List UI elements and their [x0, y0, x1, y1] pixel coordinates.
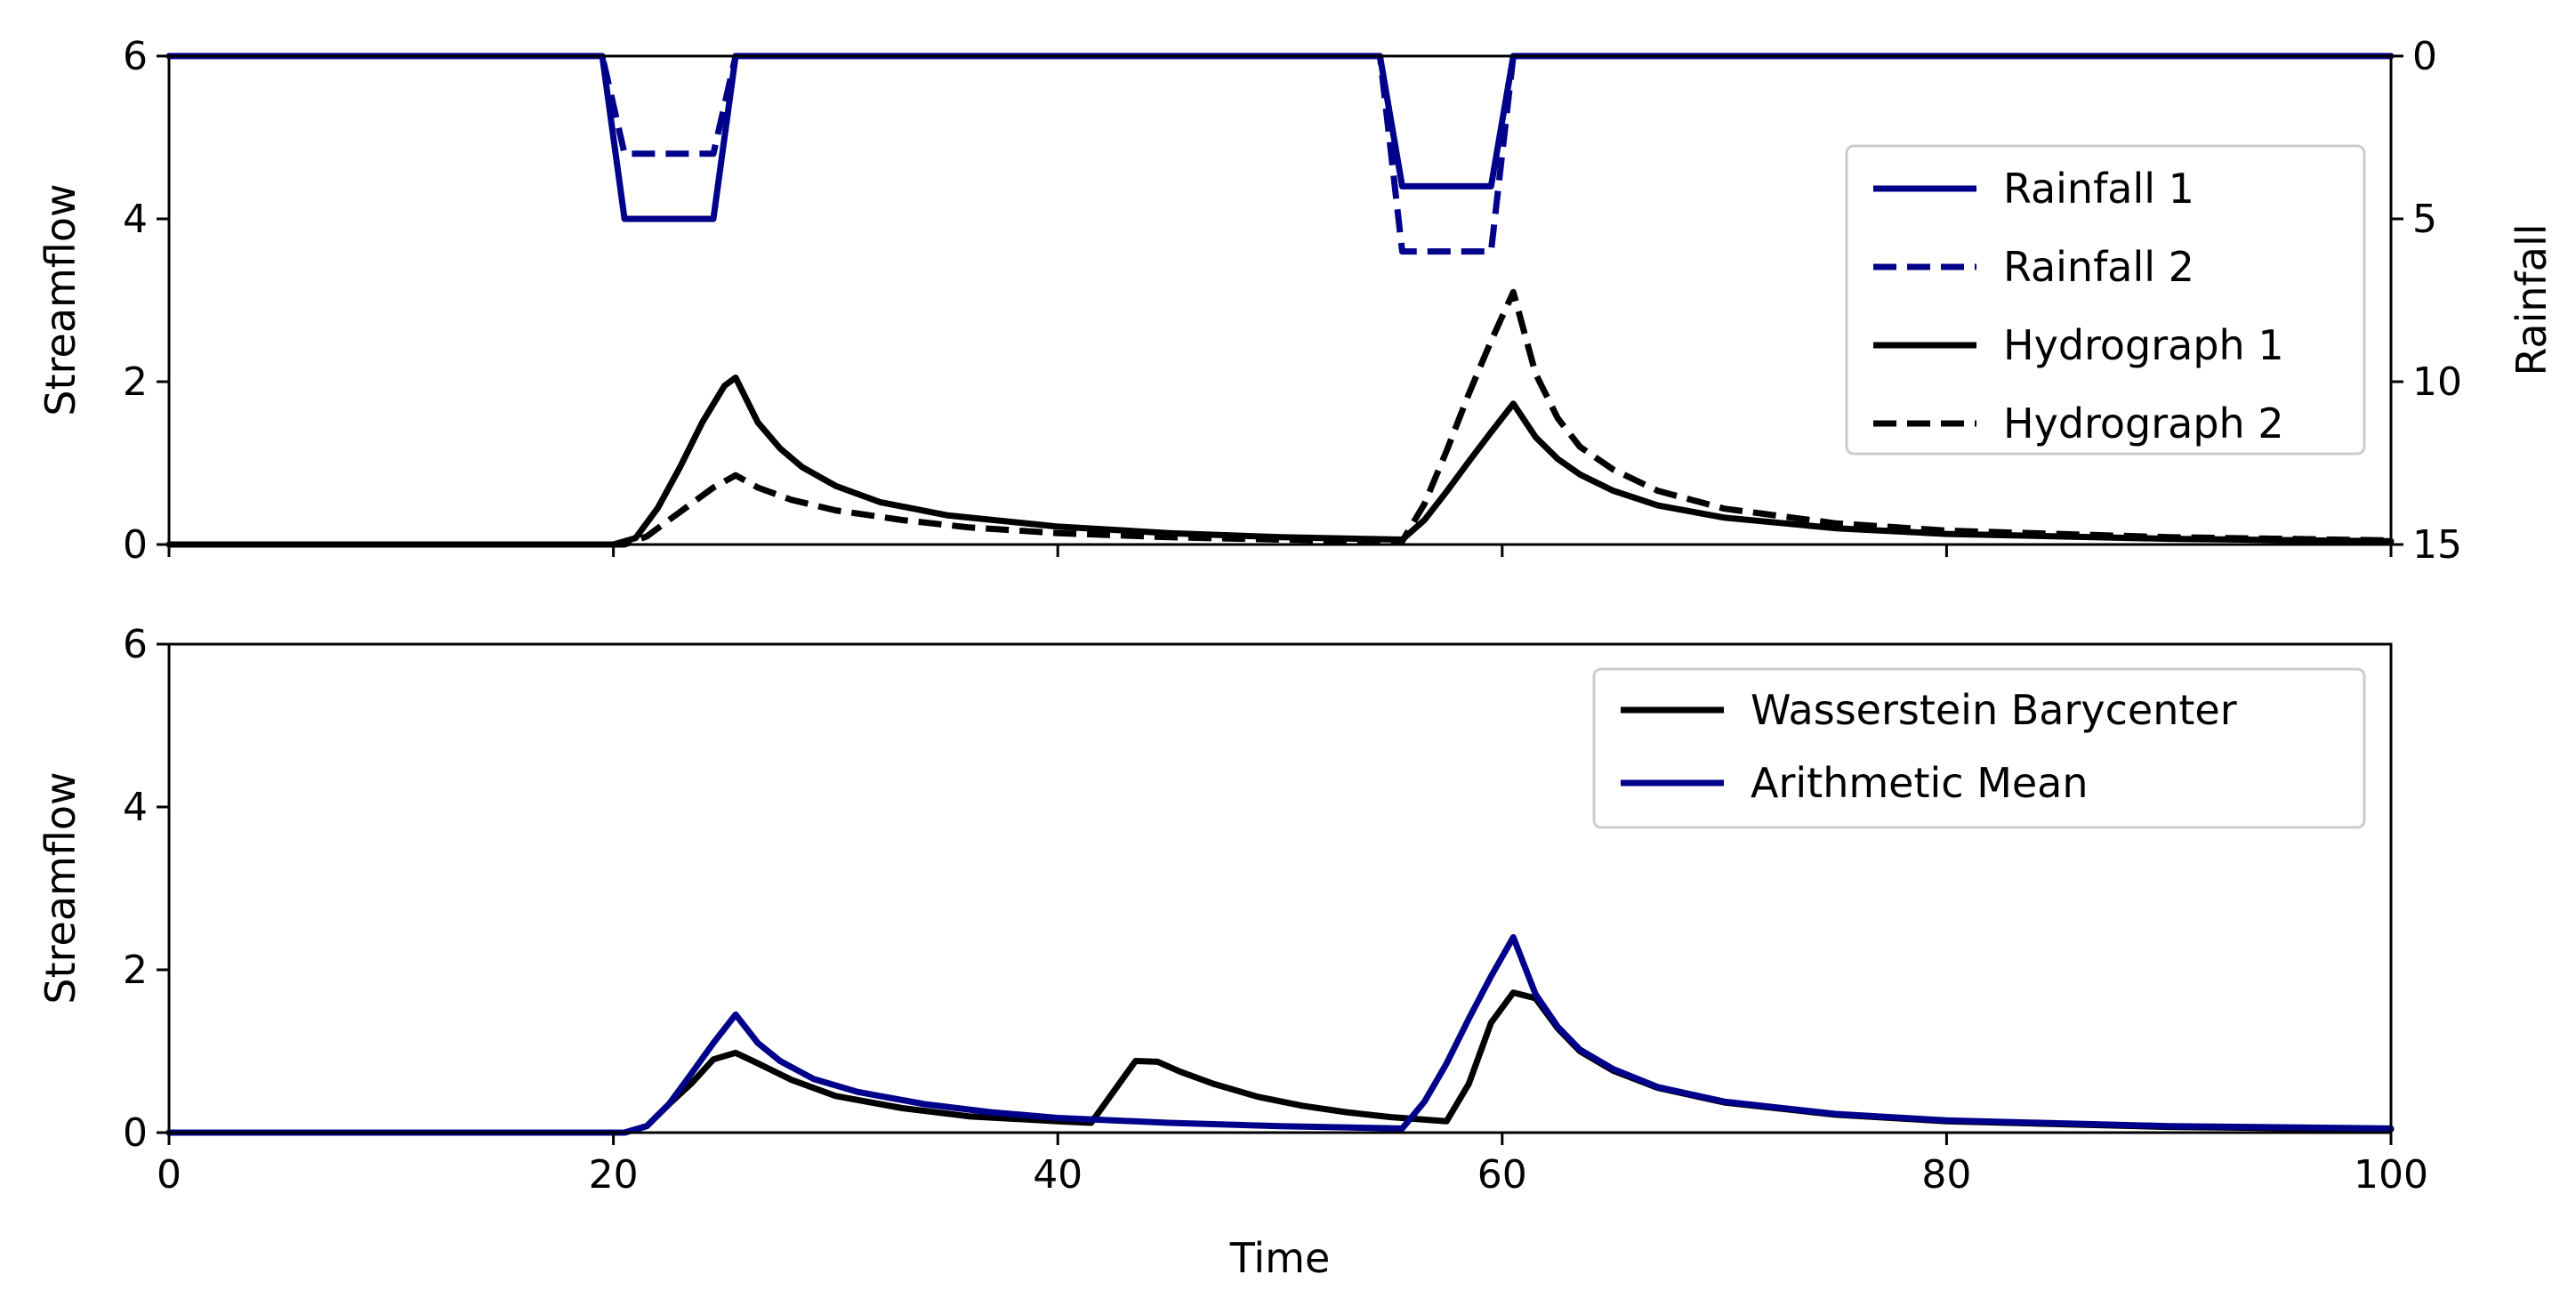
top-panel: 0 2 4 6 0 5 10 15 Streamflow Rainfall Rainfall… [36, 34, 2556, 568]
legend-label-rainfall-2: Rainfall 2 [2003, 243, 2194, 291]
y2-tick-label: 10 [2412, 359, 2462, 405]
bottom-legend: Wasserstein Barycenter Arithmetic Mean [1592, 667, 2366, 829]
y2-tick-label: 15 [2412, 522, 2462, 568]
x-axis-label: Time [1229, 1234, 1331, 1282]
legend-label-wasserstein-barycenter: Wasserstein Barycenter [1751, 686, 2237, 734]
y-tick-label: 0 [123, 522, 148, 568]
legend-label-hydrograph-2: Hydrograph 2 [2003, 399, 2284, 448]
series-line-hydrograph-2 [169, 288, 2392, 548]
y-tick-label: 4 [123, 785, 148, 830]
bottom-panel: 0 2 4 6 0 20 40 60 80 100 Streamflow Time Wasser… [36, 622, 2428, 1282]
x-tick-label: 20 [589, 1152, 639, 1198]
bottom-series-group [165, 933, 2395, 1136]
legend-label-rainfall-1: Rainfall 1 [2003, 165, 2194, 213]
x-tick-label: 100 [2354, 1152, 2428, 1198]
x-tick-label: 0 [157, 1152, 181, 1198]
y-tick-label: 0 [123, 1110, 148, 1156]
y-tick-label: 2 [123, 359, 148, 405]
bottom-y-axis-label: Streamflow [36, 771, 85, 1004]
bottom-axes-frame [167, 642, 2393, 1134]
legend-label-arithmetic-mean: Arithmetic Mean [1751, 759, 2089, 807]
x-tick-label: 40 [1033, 1152, 1083, 1198]
series-line-arithmetic-mean [165, 933, 2395, 1136]
legend-label-hydrograph-1: Hydrograph 1 [2003, 321, 2284, 369]
bottom-y-ticks: 0 2 4 6 [123, 622, 169, 1156]
y-tick-label: 2 [123, 948, 148, 993]
x-tick-label: 80 [1921, 1152, 1971, 1198]
x-tick-label: 60 [1477, 1152, 1527, 1198]
series-line-rainfall-2 [169, 52, 2391, 255]
top-legend-box [1845, 144, 2366, 456]
y2-tick-label: 0 [2412, 34, 2437, 79]
y-tick-label: 6 [123, 622, 148, 667]
series-line-hydrograph-1 [165, 374, 2395, 548]
bottom-legend-box [1592, 667, 2366, 829]
y-tick-label: 6 [123, 34, 148, 79]
top-y2-ticks: 0 5 10 15 [2391, 34, 2462, 568]
top-y2-axis-label: Rainfall [2508, 223, 2556, 375]
top-x-ticks [167, 545, 2393, 557]
top-legend: Rainfall 1 Rainfall 2 Hydrograph 1 Hydrogra… [1845, 144, 2366, 456]
y-tick-label: 4 [123, 197, 148, 242]
top-axes-frame [167, 54, 2393, 546]
bottom-x-ticks: 0 20 40 60 80 100 [157, 1133, 2428, 1198]
y2-tick-label: 5 [2412, 197, 2437, 242]
top-y-axis-label: Streamflow [36, 183, 85, 415]
top-y-ticks: 0 2 4 6 [123, 34, 169, 568]
